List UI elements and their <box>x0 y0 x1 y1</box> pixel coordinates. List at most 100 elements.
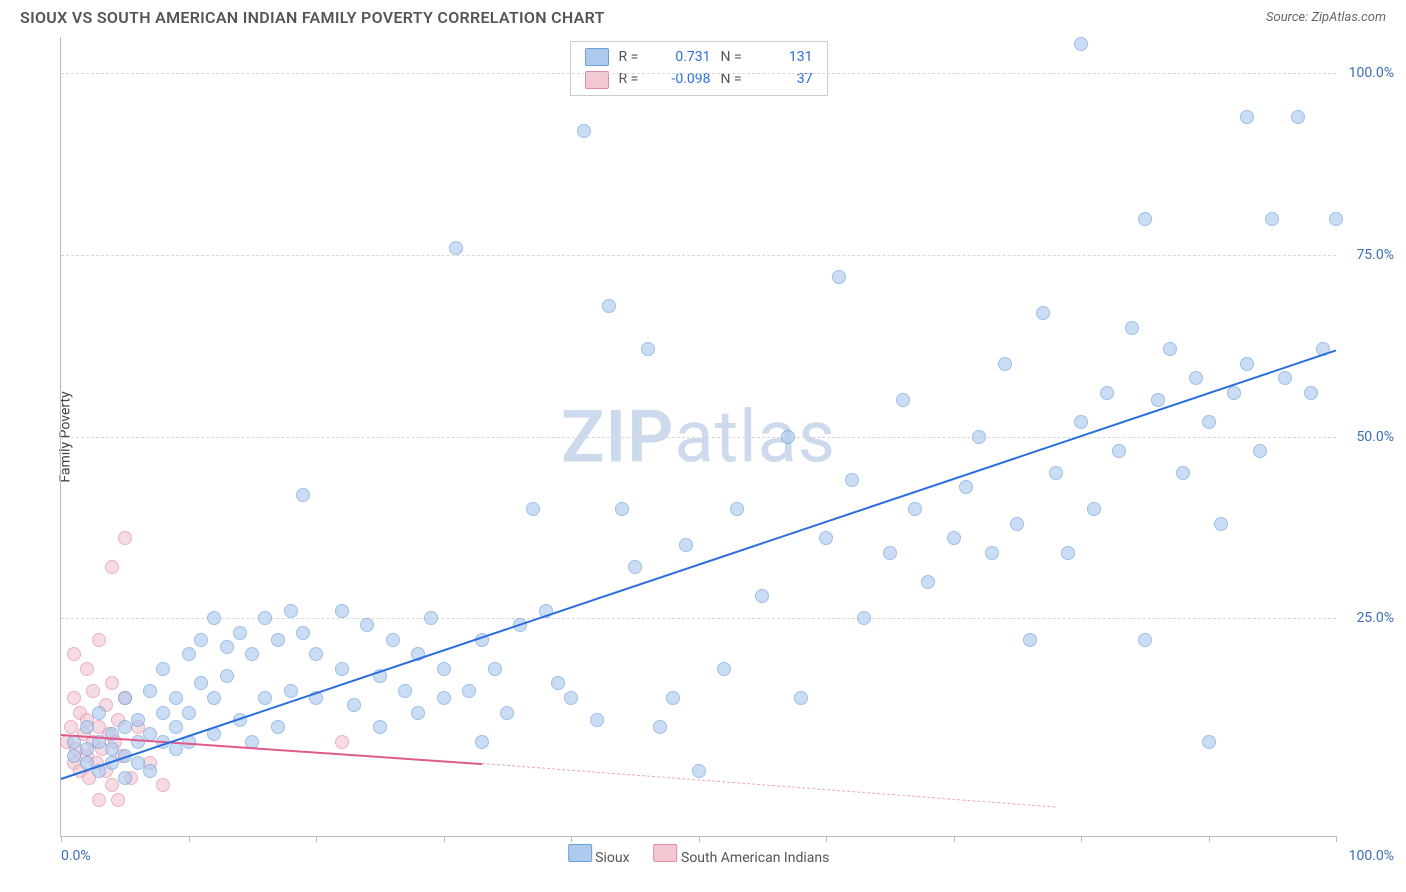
data-point <box>182 706 196 720</box>
data-point <box>92 793 106 807</box>
data-point <box>296 488 310 502</box>
data-point <box>386 633 400 647</box>
data-point <box>80 742 94 756</box>
data-point <box>896 393 910 407</box>
data-point <box>590 713 604 727</box>
x-tick <box>1336 836 1337 842</box>
data-point <box>794 691 808 705</box>
x-tick <box>1081 836 1082 842</box>
data-point <box>449 241 463 255</box>
data-point <box>118 691 132 705</box>
data-point <box>947 531 961 545</box>
data-point <box>551 676 565 690</box>
source-attribution: Source: ZipAtlas.com <box>1266 10 1386 25</box>
x-tick <box>189 836 190 842</box>
data-point <box>462 684 476 698</box>
data-point <box>1304 386 1318 400</box>
data-point <box>335 604 349 618</box>
data-point <box>86 684 100 698</box>
data-point <box>258 611 272 625</box>
data-point <box>972 430 986 444</box>
y-tick-label: 25.0% <box>1356 610 1394 626</box>
data-point <box>80 720 94 734</box>
data-point <box>424 611 438 625</box>
data-point <box>437 691 451 705</box>
data-point <box>526 502 540 516</box>
x-axis-min-label: 0.0% <box>61 848 91 864</box>
data-point <box>564 691 578 705</box>
data-point <box>883 546 897 560</box>
data-point <box>143 684 157 698</box>
data-point <box>220 669 234 683</box>
data-point <box>845 473 859 487</box>
data-point <box>1176 466 1190 480</box>
data-point <box>730 502 744 516</box>
data-point <box>360 618 374 632</box>
data-point <box>1061 546 1075 560</box>
data-point <box>118 531 132 545</box>
data-point <box>182 647 196 661</box>
data-point <box>169 691 183 705</box>
data-point <box>1189 371 1203 385</box>
data-point <box>156 706 170 720</box>
data-point <box>666 691 680 705</box>
data-point <box>628 560 642 574</box>
data-point <box>1329 212 1343 226</box>
data-point <box>118 771 132 785</box>
gridline <box>61 73 1336 74</box>
trend-line <box>61 349 1337 779</box>
data-point <box>500 706 514 720</box>
data-point <box>92 706 106 720</box>
data-point <box>819 531 833 545</box>
y-tick-label: 75.0% <box>1356 247 1394 263</box>
data-point <box>717 662 731 676</box>
data-point <box>105 560 119 574</box>
data-point <box>959 480 973 494</box>
data-point <box>985 546 999 560</box>
scatter-plot: ZIPatlas R = 0.731 N = 131 R = -0.098 N … <box>60 37 1336 837</box>
data-point <box>1036 306 1050 320</box>
data-point <box>1253 444 1267 458</box>
gridline <box>61 437 1336 438</box>
data-point <box>284 604 298 618</box>
data-point <box>258 691 272 705</box>
data-point <box>1138 212 1152 226</box>
data-point <box>1163 342 1177 356</box>
data-point <box>1023 633 1037 647</box>
data-point <box>781 430 795 444</box>
gridline <box>61 255 1336 256</box>
data-point <box>118 720 132 734</box>
data-point <box>271 633 285 647</box>
data-point <box>373 720 387 734</box>
data-point <box>921 575 935 589</box>
data-point <box>1240 357 1254 371</box>
x-axis-max-label: 100.0% <box>1349 848 1394 864</box>
data-point <box>998 357 1012 371</box>
data-point <box>92 633 106 647</box>
x-tick <box>954 836 955 842</box>
data-point <box>245 647 259 661</box>
data-point <box>1265 212 1279 226</box>
data-point <box>857 611 871 625</box>
trend-line <box>482 763 1056 808</box>
data-point <box>296 626 310 640</box>
data-point <box>1227 386 1241 400</box>
x-tick <box>444 836 445 842</box>
data-point <box>1049 466 1063 480</box>
data-point <box>233 626 247 640</box>
data-point <box>692 764 706 778</box>
data-point <box>1125 321 1139 335</box>
data-point <box>641 342 655 356</box>
data-point <box>105 676 119 690</box>
series-legend: Sioux South American Indians <box>568 844 830 866</box>
x-tick <box>61 836 62 842</box>
x-tick <box>1209 836 1210 842</box>
swatch-sioux <box>585 48 609 66</box>
correlation-legend: R = 0.731 N = 131 R = -0.098 N = 37 <box>570 41 828 96</box>
x-tick <box>571 836 572 842</box>
data-point <box>488 662 502 676</box>
data-point <box>832 270 846 284</box>
data-point <box>67 647 81 661</box>
data-point <box>335 735 349 749</box>
legend-row-sai: R = -0.098 N = 37 <box>585 68 813 90</box>
